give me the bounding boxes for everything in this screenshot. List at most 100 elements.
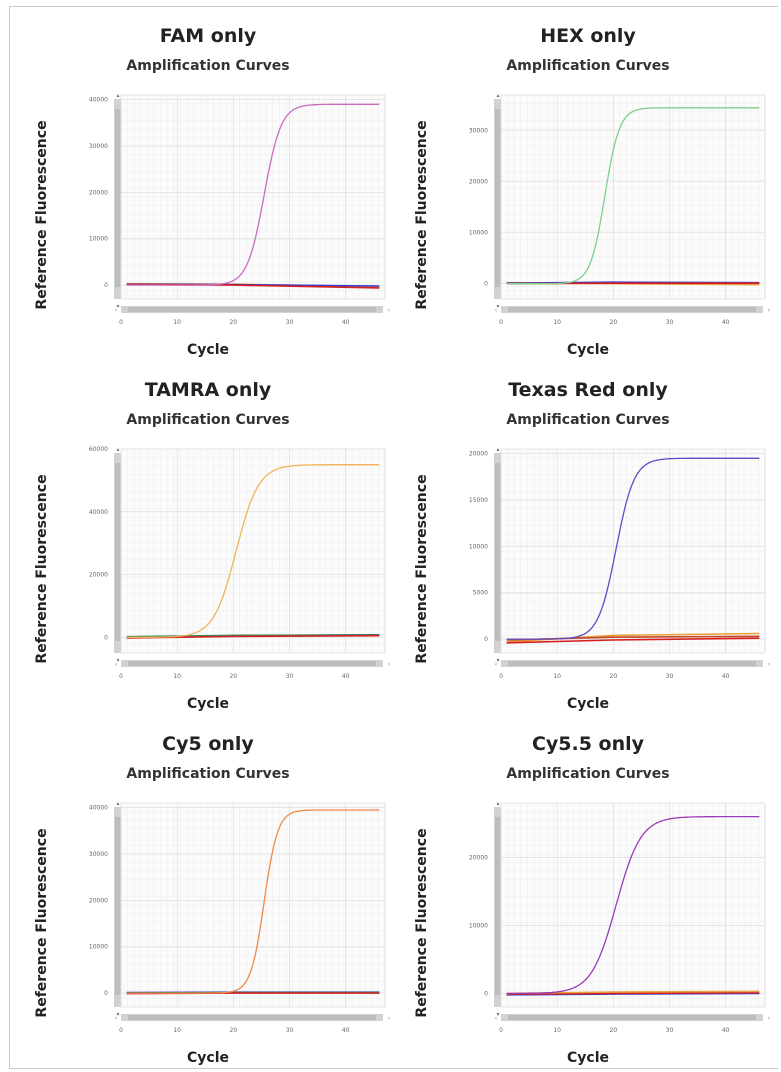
scroll-right-icon[interactable]: › xyxy=(768,661,770,668)
scroll-down-icon[interactable]: ▾ xyxy=(116,1011,119,1018)
x-tick-label: 40 xyxy=(722,319,730,326)
x-axis-label: Cycle xyxy=(567,342,609,358)
baseline-series-line xyxy=(506,637,760,644)
scroll-right-icon[interactable]: › xyxy=(388,661,390,668)
y-axis-label: Reference Fluorescence xyxy=(414,828,430,1018)
plot-area: ▴ ▾ 0 10 20 30 40 0 5000 10000 15000 20000 ‹ › xyxy=(469,446,770,680)
chart-title: Cy5.5 only xyxy=(531,733,645,755)
chart-subtitle: Amplification Curves xyxy=(506,766,670,782)
horizontal-scrollbar-thumb[interactable] xyxy=(508,307,756,312)
y-tick-label: 0 xyxy=(104,282,108,289)
y-tick-label: 5000 xyxy=(473,590,488,597)
scroll-down-icon[interactable]: ▾ xyxy=(496,303,499,310)
panel-texas-red: Texas Red only Amplification Curves Refe… xyxy=(398,361,778,715)
amplification-curve xyxy=(506,457,760,640)
y-tick-label: 0 xyxy=(484,636,488,643)
y-tick-label: 15000 xyxy=(469,497,488,504)
x-tick-label: 30 xyxy=(286,319,294,326)
plot-area: ▴ ▾ 0 10 20 30 40 0 10000 20000 30000 40000 ‹ › xyxy=(89,92,390,326)
minor-grid xyxy=(500,802,765,1008)
y-tick-label: 40000 xyxy=(89,97,108,104)
amplification-curve xyxy=(126,809,380,994)
scroll-up-icon[interactable]: ▴ xyxy=(116,800,119,807)
y-tick-label: 0 xyxy=(104,990,108,997)
y-tick-label: 40000 xyxy=(89,509,108,516)
scroll-left-icon[interactable]: ‹ xyxy=(115,307,117,314)
x-tick-label: 40 xyxy=(722,673,730,680)
scroll-up-icon[interactable]: ▴ xyxy=(496,446,499,453)
panel-fam: FAM only Amplification Curves Reference … xyxy=(18,7,398,361)
y-tick-label: 60000 xyxy=(89,446,108,453)
horizontal-scrollbar-thumb[interactable] xyxy=(508,1015,756,1020)
y-axis-label: Reference Fluorescence xyxy=(34,828,50,1018)
scroll-left-icon[interactable]: ‹ xyxy=(115,661,117,668)
scroll-up-icon[interactable]: ▴ xyxy=(496,800,499,807)
scroll-down-icon[interactable]: ▾ xyxy=(496,657,499,664)
horizontal-scrollbar-thumb[interactable] xyxy=(128,661,376,666)
x-tick-label: 20 xyxy=(610,1027,618,1034)
y-tick-label: 10000 xyxy=(89,944,108,951)
vertical-scrollbar-thumb[interactable] xyxy=(115,817,121,995)
scroll-up-icon[interactable]: ▴ xyxy=(116,92,119,99)
minor-grid xyxy=(500,448,765,654)
y-tick-label: 0 xyxy=(484,281,488,288)
vertical-scrollbar-thumb[interactable] xyxy=(495,109,501,287)
scroll-down-icon[interactable]: ▾ xyxy=(116,657,119,664)
x-tick-label: 40 xyxy=(342,673,350,680)
y-tick-label: 40000 xyxy=(89,805,108,812)
y-axis-label: Reference Fluorescence xyxy=(34,474,50,664)
amplification-curve xyxy=(506,107,760,285)
x-tick-label: 40 xyxy=(342,319,350,326)
x-tick-label: 0 xyxy=(499,673,503,680)
horizontal-scrollbar-thumb[interactable] xyxy=(128,307,376,312)
x-tick-label: 30 xyxy=(666,1027,674,1034)
scroll-right-icon[interactable]: › xyxy=(768,1015,770,1022)
y-tick-label: 20000 xyxy=(89,897,108,904)
chart-title: HEX only xyxy=(540,25,636,47)
panel-cy5: Cy5 only Amplification Curves Reference … xyxy=(18,715,398,1069)
y-tick-label: 10000 xyxy=(469,543,488,550)
scroll-left-icon[interactable]: ‹ xyxy=(495,1015,497,1022)
scroll-left-icon[interactable]: ‹ xyxy=(495,661,497,668)
scroll-up-icon[interactable]: ▴ xyxy=(116,446,119,453)
chart-title: TAMRA only xyxy=(144,379,272,401)
scroll-down-icon[interactable]: ▾ xyxy=(116,303,119,310)
y-tick-label: 10000 xyxy=(469,922,488,929)
x-tick-label: 30 xyxy=(666,319,674,326)
horizontal-scrollbar-thumb[interactable] xyxy=(128,1015,376,1020)
vertical-scrollbar-thumb[interactable] xyxy=(115,463,121,641)
x-axis-label: Cycle xyxy=(567,696,609,712)
x-tick-label: 10 xyxy=(553,319,561,326)
scroll-down-icon[interactable]: ▾ xyxy=(496,1011,499,1018)
x-tick-label: 40 xyxy=(342,1027,350,1034)
horizontal-scrollbar-thumb[interactable] xyxy=(508,661,756,666)
x-tick-label: 40 xyxy=(722,1027,730,1034)
x-axis-label: Cycle xyxy=(187,696,229,712)
x-tick-label: 30 xyxy=(666,673,674,680)
y-tick-label: 0 xyxy=(484,990,488,997)
x-tick-label: 20 xyxy=(230,319,238,326)
scroll-up-icon[interactable]: ▴ xyxy=(496,92,499,99)
x-tick-label: 30 xyxy=(286,1027,294,1034)
x-tick-label: 0 xyxy=(119,319,123,326)
vertical-scrollbar-thumb[interactable] xyxy=(495,817,501,995)
chart-title: Texas Red only xyxy=(508,379,668,401)
vertical-scrollbar-thumb[interactable] xyxy=(115,109,121,287)
plot-area: ▴ ▾ 0 10 20 30 40 0 20000 40000 60000 ‹ › xyxy=(89,446,390,680)
x-tick-label: 10 xyxy=(173,319,181,326)
scroll-left-icon[interactable]: ‹ xyxy=(115,1015,117,1022)
scroll-right-icon[interactable]: › xyxy=(388,1015,390,1022)
scroll-left-icon[interactable]: ‹ xyxy=(495,307,497,314)
x-tick-label: 0 xyxy=(119,673,123,680)
x-tick-label: 30 xyxy=(286,673,294,680)
y-axis-label: Reference Fluorescence xyxy=(414,120,430,310)
scroll-right-icon[interactable]: › xyxy=(388,307,390,314)
amplification-curve xyxy=(126,464,380,638)
scroll-right-icon[interactable]: › xyxy=(768,307,770,314)
vertical-scrollbar-thumb[interactable] xyxy=(495,463,501,641)
x-tick-label: 20 xyxy=(230,673,238,680)
chart-subtitle: Amplification Curves xyxy=(126,766,290,782)
chart-subtitle: Amplification Curves xyxy=(126,58,290,74)
chart-title: FAM only xyxy=(159,25,257,47)
y-axis-label: Reference Fluorescence xyxy=(414,474,430,664)
